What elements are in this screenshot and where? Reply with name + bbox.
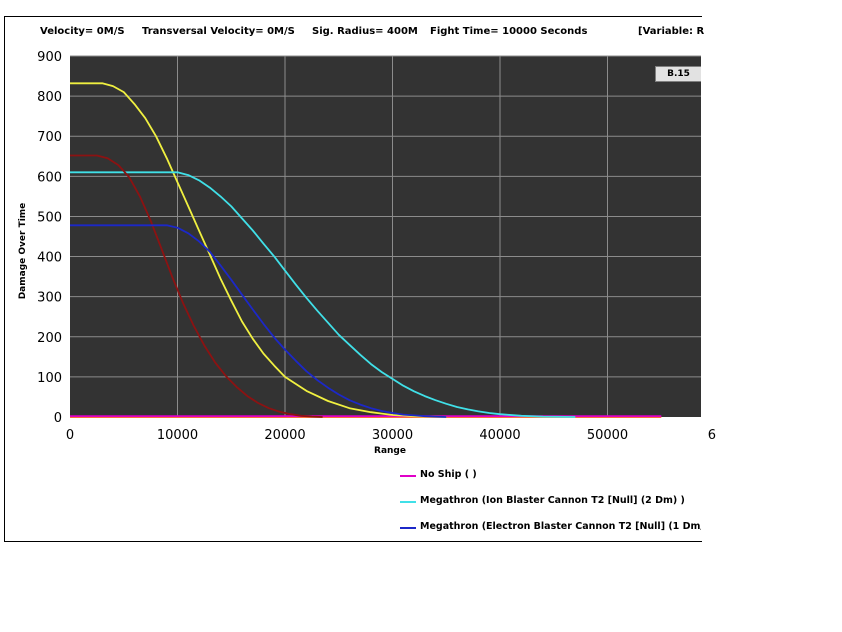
series-line-5 — [70, 154, 323, 418]
y-tick-label: 400 — [37, 251, 62, 266]
y-tick-label: 500 — [37, 210, 62, 225]
x-tick-label: 30000 — [372, 428, 413, 443]
series-line-4 — [70, 171, 576, 418]
x-tick-label: 0 — [66, 428, 74, 443]
legend-item: No Ship ( ) — [400, 469, 701, 483]
x-tick-label: 20000 — [264, 428, 305, 443]
y-tick-label: 200 — [37, 331, 62, 346]
fight-time-text: Fight Time= 10000 Seconds — [430, 26, 588, 37]
x-tick-label: 40000 — [479, 428, 520, 443]
legend-item: Megathron (Ion Blaster Cannon T2 [Null] … — [400, 495, 701, 509]
chart-tag-badge: B.15 — [655, 66, 701, 82]
legend-swatch — [400, 527, 416, 529]
legend-label: Megathron (Ion Blaster Cannon T2 [Null] … — [420, 495, 685, 506]
legend-item: Megathron (Electron Blaster Cannon T2 [N… — [400, 521, 701, 535]
variable-text: [Variable: R — [638, 26, 705, 37]
series-line-3 — [70, 82, 447, 418]
velocity-text: Velocity= 0M/S — [40, 26, 125, 37]
y-tick-label: 0 — [54, 411, 62, 426]
y-tick-label: 600 — [37, 170, 62, 185]
legend-label: Megathron (Electron Blaster Cannon T2 [N… — [420, 521, 701, 532]
legend-swatch — [400, 501, 416, 503]
y-tick-label: 100 — [37, 371, 62, 386]
y-tick-label: 900 — [37, 50, 62, 65]
legend-swatch — [400, 475, 416, 477]
x-tick-label: 50000 — [587, 428, 628, 443]
y-tick-label: 700 — [37, 130, 62, 145]
transversal-velocity-text: Transversal Velocity= 0M/S — [142, 26, 295, 37]
y-tick-label: 800 — [37, 90, 62, 105]
sig-radius-text: Sig. Radius= 400M — [312, 26, 418, 37]
series-line-6 — [70, 224, 447, 418]
x-axis-label: Range — [374, 446, 406, 456]
y-tick-label: 300 — [37, 291, 62, 306]
y-axis-label: Damage Over Time — [18, 202, 28, 300]
x-tick-label: 10000 — [157, 428, 198, 443]
x-tick-label: 6 — [708, 428, 716, 443]
plot-area — [70, 56, 701, 417]
legend-label: No Ship ( ) — [420, 469, 477, 480]
